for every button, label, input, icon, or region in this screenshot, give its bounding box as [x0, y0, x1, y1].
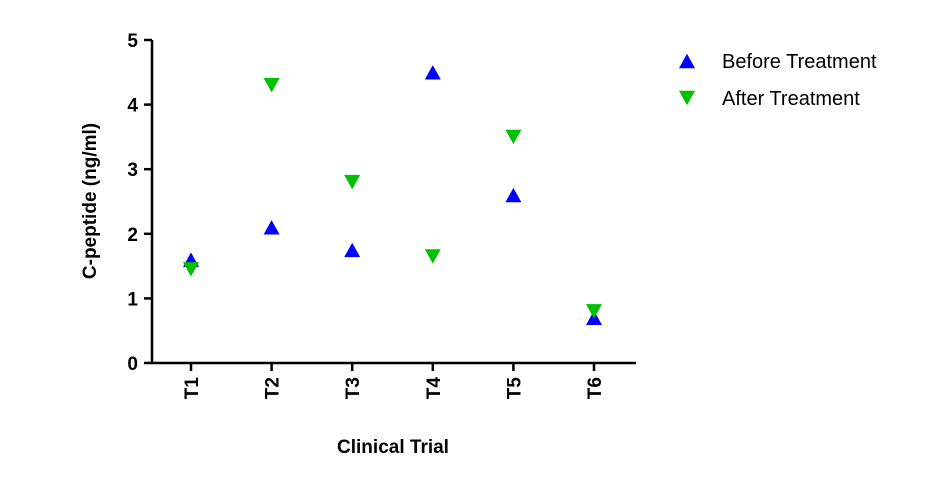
legend: Before Treatment After Treatment: [679, 51, 877, 110]
x-tick-label: T4: [424, 377, 445, 400]
y-axis: 0 1 2 3 4 5: [127, 31, 154, 375]
legend-marker-down-icon: [679, 90, 695, 106]
y-tick-label: 2: [127, 225, 138, 246]
after-treatment-point: [586, 304, 602, 319]
x-tick-label: T3: [343, 377, 364, 399]
after-treatment-point: [183, 262, 199, 277]
y-axis-title: C-peptide (ng/ml): [80, 123, 101, 279]
x-tick-label: T5: [504, 377, 525, 400]
legend-marker-up-icon: [679, 53, 695, 69]
y-tick-label: 3: [127, 160, 138, 181]
y-tick-label: 1: [127, 289, 138, 310]
after-treatment-point: [424, 249, 441, 264]
after-treatment-point: [505, 129, 522, 145]
after-treatment-point: [344, 174, 361, 190]
x-axis: T1 T2 T3 T4 T5 T6: [152, 361, 636, 400]
before-treatment-point: [505, 187, 522, 203]
y-tick-label: 0: [127, 354, 138, 375]
x-axis-title: Clinical Trial: [337, 437, 449, 458]
before-treatment-point: [424, 65, 441, 80]
x-tick-label: T2: [263, 377, 284, 399]
data-points: [183, 65, 602, 325]
x-tick-label: T6: [585, 377, 606, 399]
legend-label: After Treatment: [722, 88, 860, 110]
legend-label: Before Treatment: [722, 51, 877, 73]
y-tick-label: 5: [127, 31, 138, 52]
before-treatment-point: [344, 242, 361, 258]
y-tick-label: 4: [127, 96, 138, 117]
after-treatment-point: [263, 78, 280, 93]
x-tick-label: T1: [182, 377, 203, 400]
before-treatment-point: [263, 220, 280, 235]
